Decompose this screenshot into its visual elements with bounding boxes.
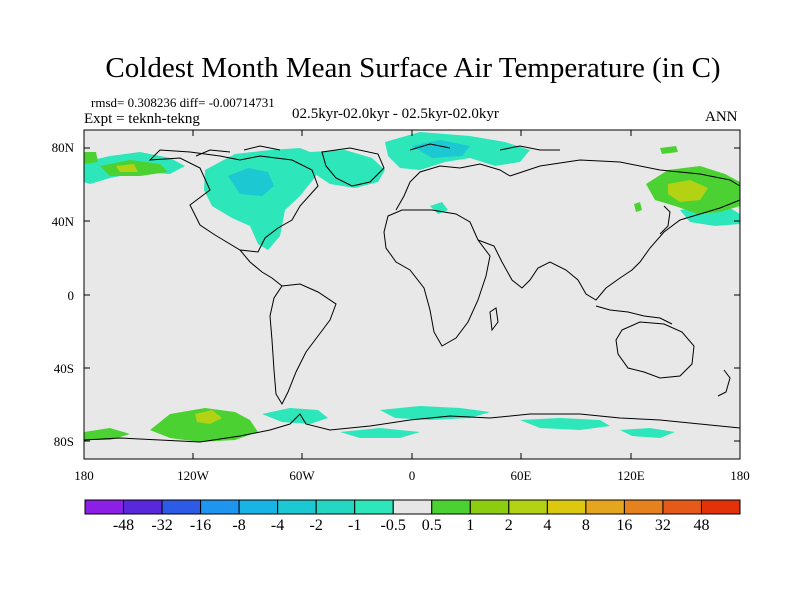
colorbar-label-8: 0.5 [421, 517, 442, 534]
lon-label-60w: 60W [289, 468, 315, 483]
lon-label-60e: 60E [510, 468, 532, 483]
colorbar-label-7: -0.5 [380, 517, 406, 534]
lat-label-80n: 80N [51, 140, 74, 155]
coastlines [83, 143, 741, 443]
experiment-label: Expt = teknh-tekng [84, 111, 200, 127]
antarctic-anomaly-3 [340, 428, 420, 438]
alaska-warm-anomaly [116, 164, 138, 172]
axis-ticks [84, 130, 740, 459]
lon-label-180e: 180 [730, 468, 750, 483]
colorbar-swatch-0 [84, 499, 125, 515]
rmsd-stats: rmsd= 0.308236 diff= -0.00714731 [91, 95, 275, 110]
antarctica-coast [83, 413, 741, 443]
hudson-deep-anomaly [228, 168, 274, 196]
indonesia-coast [595, 305, 673, 325]
colorbar [84, 499, 741, 515]
season-label: ANN [705, 109, 738, 125]
asia-coast [477, 159, 741, 301]
colorbar-label-2: -16 [189, 517, 212, 534]
colorbar-label-6: -1 [348, 517, 362, 534]
colorbar-label-10: 2 [504, 517, 513, 534]
antarctic-positive-west [150, 408, 258, 442]
east-asia-positive [660, 146, 678, 154]
new-zealand-coast [717, 369, 731, 397]
colorbar-swatch-5 [277, 499, 317, 515]
colorbar-swatch-11 [508, 499, 548, 515]
arctic-islands-coast [195, 143, 560, 157]
colorbar-swatch-9 [431, 499, 471, 515]
map-background [84, 130, 740, 459]
colorbar-swatch-10 [469, 499, 510, 515]
colorbar-label-12: 8 [581, 517, 590, 534]
colorbar-swatch-7 [354, 499, 394, 515]
greenland-anomaly [310, 150, 385, 188]
colorbar-label-5: -2 [309, 517, 323, 534]
antarctic-anomaly-4 [520, 418, 610, 430]
australia-coast [615, 321, 695, 379]
colorbar-swatch-4 [238, 499, 279, 515]
greenland-coast [321, 147, 385, 187]
aleutian-positive [84, 152, 98, 164]
south-america-coast [269, 283, 337, 406]
colorbar-label-4: -4 [270, 517, 285, 534]
lat-label-40n: 40N [51, 214, 74, 229]
antarctic-anomaly-5 [620, 428, 675, 438]
europe-coast [395, 163, 511, 211]
colorbar-label-11: 4 [543, 517, 552, 534]
lon-label-120e: 120E [617, 468, 645, 483]
africa-coast [383, 209, 491, 347]
lat-label-0: 0 [67, 288, 75, 303]
north-america-coast [148, 149, 319, 253]
lon-label-0: 0 [408, 468, 416, 483]
colorbar-swatch-12 [546, 499, 587, 515]
colorbar-swatch-3 [200, 499, 240, 515]
antarctic-positive-east [84, 428, 130, 440]
siberia-warm-anomaly [668, 180, 708, 202]
colorbar-swatch-6 [315, 499, 356, 515]
antarctic-anomaly-1 [262, 408, 328, 424]
colorbar-label-1: -32 [151, 517, 173, 534]
colorbar-swatch-15 [662, 499, 702, 515]
antarctic-warm-anomaly [195, 410, 222, 424]
colorbar-label-15: 48 [693, 517, 710, 534]
colorbar-label-0: -48 [112, 517, 135, 534]
colorbar-label-13: 16 [616, 517, 633, 534]
lon-label-180w: 180 [74, 468, 94, 483]
north-america-anomaly [204, 148, 320, 250]
colorbar-swatch-13 [585, 499, 625, 515]
colorbar-swatch-2 [161, 499, 202, 515]
colorbar-label-3: -8 [232, 517, 246, 534]
map-title: Coldest Month Mean Surface Air Temperatu… [105, 52, 721, 84]
lat-label-40s: 40S [53, 361, 74, 376]
colorbar-label-14: 32 [654, 517, 671, 534]
japan-coast [659, 205, 671, 235]
colorbar-swatch-16 [700, 499, 741, 515]
lon-label-120w: 120W [177, 468, 209, 483]
china-positive [634, 202, 642, 212]
lat-label-80s: 80S [53, 434, 74, 449]
madagascar-coast [489, 307, 499, 332]
colorbar-swatch-8 [392, 499, 433, 515]
north-africa-anomaly [430, 202, 448, 214]
colorbar-label-9: 1 [466, 517, 475, 534]
colorbar-swatch-14 [623, 499, 664, 515]
anomaly-positive-warm [116, 164, 708, 424]
anomaly-negative-deep [228, 140, 470, 196]
colorbar-swatch-1 [123, 499, 163, 515]
central-america-coast [239, 249, 283, 287]
period-label: 02.5kyr-02.0kyr - 02.5kyr-02.0kyr [292, 106, 499, 122]
arctic-deep-anomaly [412, 140, 470, 158]
